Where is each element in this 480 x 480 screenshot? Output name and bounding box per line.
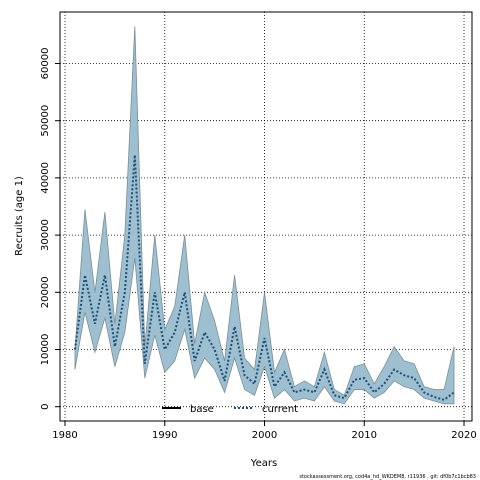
- confidence-band: [74, 26, 455, 405]
- x-tick-label-2000: 2000: [252, 430, 277, 441]
- confidence-band-layer: [74, 26, 455, 405]
- y-axis: 0 10000 20000 30000 40000 50000 60000: [40, 48, 60, 410]
- series-line-current: [73, 154, 455, 401]
- y-tick-label-0: 0: [40, 404, 51, 410]
- y-tick-label-20000: 20000: [40, 276, 51, 308]
- x-tick-label-1980: 1980: [52, 430, 77, 441]
- x-axis-label: Years: [250, 458, 277, 469]
- x-tick-label-2010: 2010: [352, 430, 377, 441]
- legend-base-label: base: [190, 404, 214, 415]
- grid-lines: [60, 12, 472, 421]
- footer-note: stockassessment.org, cod4a_hd_WKDEM8, r1…: [299, 474, 476, 480]
- series-lines: [73, 154, 455, 401]
- y-axis-label: Recruits (age 1): [14, 176, 25, 256]
- y-tick-label-30000: 30000: [40, 219, 51, 251]
- y-tick-label-50000: 50000: [40, 105, 51, 137]
- y-tick-label-10000: 10000: [40, 334, 51, 366]
- plot-frame: [59, 11, 473, 422]
- x-axis: 1980 1990 2000 2010 2020: [52, 421, 477, 441]
- x-tick-label-1990: 1990: [152, 430, 177, 441]
- y-tick-label-60000: 60000: [40, 48, 51, 80]
- legend: base current: [162, 404, 298, 415]
- y-tick-label-40000: 40000: [40, 162, 51, 194]
- x-tick-label-2020: 2020: [451, 430, 476, 441]
- legend-current-label: current: [262, 404, 298, 415]
